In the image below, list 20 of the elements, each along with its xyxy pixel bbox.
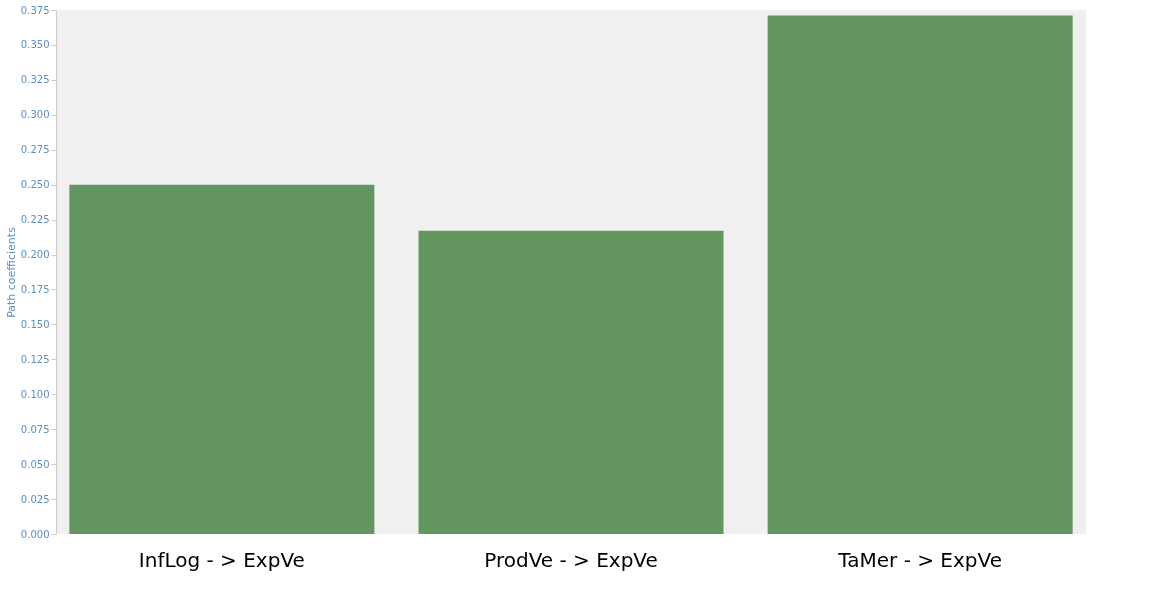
y-tick-label: 0.100: [20, 388, 50, 400]
y-axis-title: Path coefficients: [4, 226, 18, 318]
y-tick-label: 0.150: [20, 318, 50, 330]
y-tick-label: 0.275: [20, 144, 50, 156]
x-tick-label: ProdVe - > ExpVe: [484, 547, 658, 572]
y-tick-label: 0.050: [20, 458, 50, 470]
y-tick-label: 0.325: [20, 74, 50, 86]
y-tick-label: 0.175: [20, 283, 50, 295]
y-tick-label: 0.000: [20, 528, 50, 540]
y-tick-label: 0.225: [20, 214, 50, 226]
x-tick-label: TaMer - > ExpVe: [837, 547, 1002, 572]
y-tick-label: 0.300: [20, 109, 50, 121]
y-tick-label: 0.250: [20, 179, 50, 191]
y-tick-label: 0.375: [20, 4, 50, 16]
y-tick-label: 0.025: [20, 493, 50, 505]
y-tick-label: 0.350: [20, 39, 50, 51]
y-tick-label: 0.125: [20, 353, 50, 365]
y-tick-label: 0.075: [20, 423, 50, 435]
y-tick-label: 0.200: [20, 249, 50, 261]
x-tick-label: InfLog - > ExpVe: [138, 547, 305, 572]
